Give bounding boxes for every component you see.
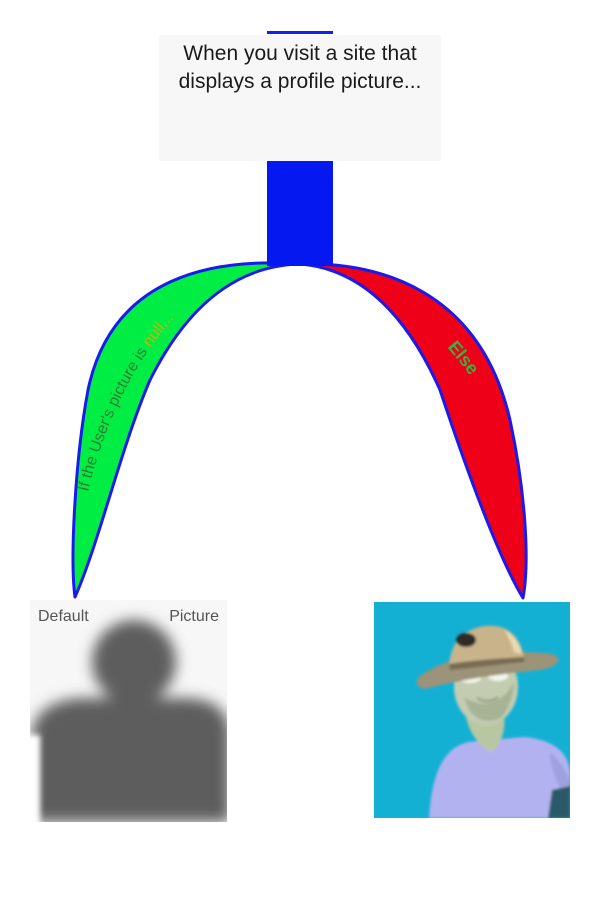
default-label: Default <box>38 608 89 625</box>
silhouette-icon <box>32 620 227 822</box>
user-avatar-image <box>416 625 570 818</box>
picture-label: Picture <box>169 608 219 625</box>
left-branch <box>71 261 300 599</box>
eraser-smudge <box>0 735 40 845</box>
right-branch <box>298 262 528 600</box>
title-box: When you visit a site that displays a pr… <box>159 35 441 161</box>
title-accent-bar <box>267 31 333 34</box>
stem-connector <box>267 160 333 266</box>
default-picture: Default Picture <box>30 600 227 822</box>
user-profile-picture <box>374 602 570 818</box>
title-text: When you visit a site that displays a pr… <box>178 42 422 93</box>
